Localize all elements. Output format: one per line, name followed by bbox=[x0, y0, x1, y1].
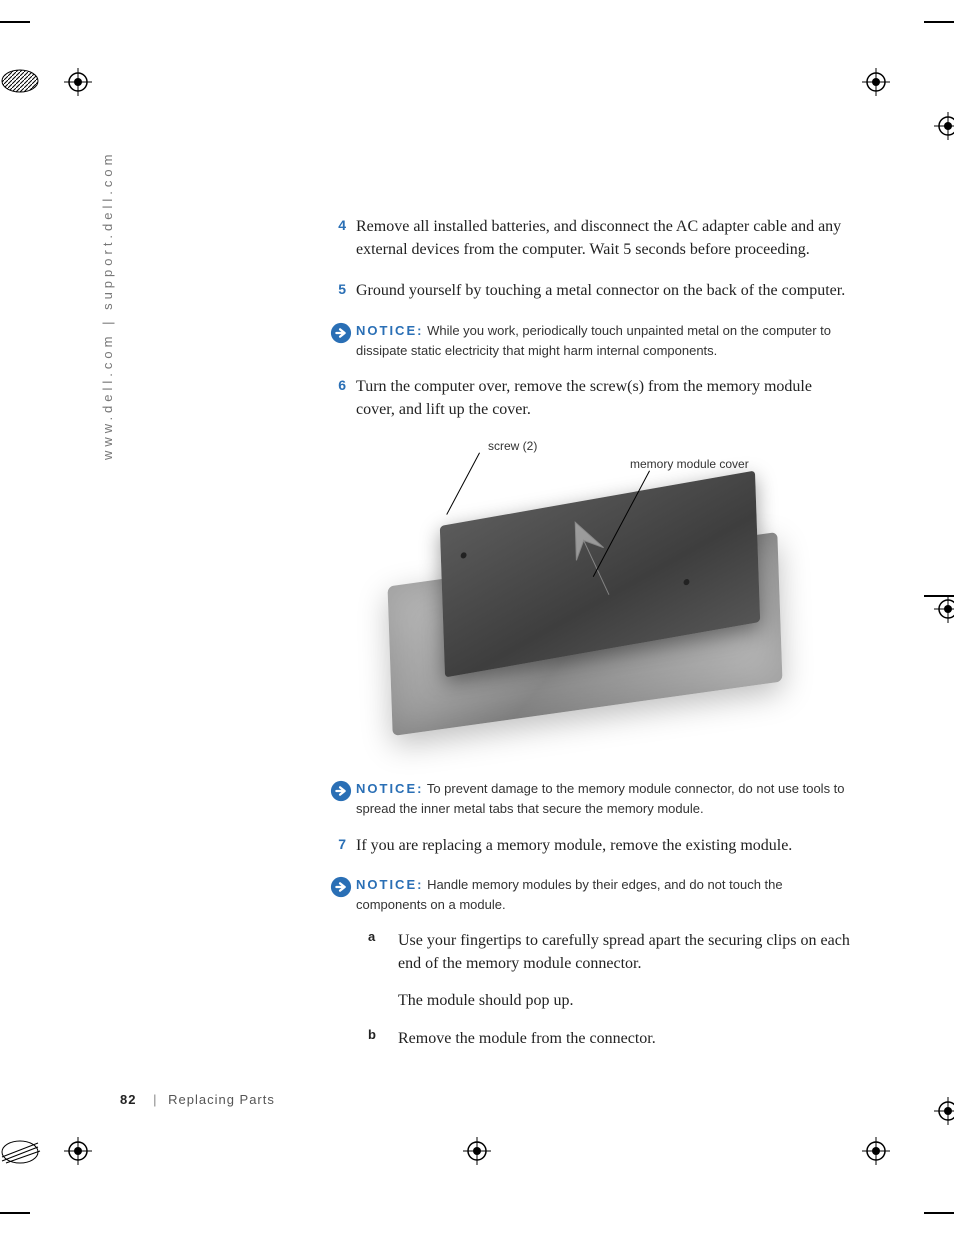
substep-b: b Remove the module from the connector. bbox=[368, 1027, 850, 1050]
figure-label-cover: memory module cover bbox=[630, 457, 749, 471]
step-7: 7 If you are replacing a memory module, … bbox=[330, 834, 850, 857]
figure-memory-cover: screw (2) memory module cover bbox=[330, 439, 850, 759]
substep-text-main: Use your fingertips to carefully spread … bbox=[398, 932, 850, 972]
substep-text: Use your fingertips to carefully spread … bbox=[398, 929, 850, 1013]
notice-arrow-icon bbox=[330, 779, 356, 819]
notice-3: NOTICE: Handle memory modules by their e… bbox=[330, 875, 850, 915]
footer-separator: | bbox=[153, 1092, 157, 1107]
substep-a: a Use your fingertips to carefully sprea… bbox=[368, 929, 850, 1013]
registration-mark-icon bbox=[64, 68, 92, 96]
registration-mark-icon bbox=[934, 1097, 954, 1125]
notice-label: NOTICE: bbox=[356, 781, 423, 796]
notice-body: NOTICE: Handle memory modules by their e… bbox=[356, 875, 850, 915]
notice-text: To prevent damage to the memory module c… bbox=[356, 781, 845, 816]
registration-mark-icon bbox=[64, 1137, 92, 1165]
substep-letter: b bbox=[368, 1027, 398, 1050]
figure-label-screw: screw (2) bbox=[488, 439, 537, 453]
crop-mark bbox=[0, 21, 30, 23]
figure-screw-dot bbox=[683, 579, 689, 586]
registration-mark-icon bbox=[0, 1139, 44, 1165]
step-text: Ground yourself by touching a metal conn… bbox=[356, 279, 850, 302]
substep-text: Remove the module from the connector. bbox=[398, 1027, 850, 1050]
step-number: 5 bbox=[330, 279, 356, 302]
page-number: 82 bbox=[120, 1092, 136, 1107]
crop-mark bbox=[0, 1212, 30, 1214]
step-number: 7 bbox=[330, 834, 356, 857]
crop-mark bbox=[924, 21, 954, 23]
notice-label: NOTICE: bbox=[356, 877, 423, 892]
notice-body: NOTICE: To prevent damage to the memory … bbox=[356, 779, 850, 819]
registration-mark-icon bbox=[934, 595, 954, 623]
registration-mark-icon bbox=[463, 1137, 491, 1165]
notice-label: NOTICE: bbox=[356, 323, 423, 338]
content-region: 4 Remove all installed batteries, and di… bbox=[330, 215, 850, 1064]
registration-mark-icon bbox=[934, 112, 954, 140]
substep-text-extra: The module should pop up. bbox=[398, 989, 850, 1012]
step-4: 4 Remove all installed batteries, and di… bbox=[330, 215, 850, 261]
step-5: 5 Ground yourself by touching a metal co… bbox=[330, 279, 850, 302]
registration-mark-icon bbox=[0, 68, 44, 94]
substep-letter: a bbox=[368, 929, 398, 1013]
section-title: Replacing Parts bbox=[168, 1092, 275, 1107]
page-footer: 82 | Replacing Parts bbox=[120, 1092, 275, 1107]
step-text: Turn the computer over, remove the screw… bbox=[356, 375, 850, 421]
notice-arrow-icon bbox=[330, 321, 356, 361]
crop-mark bbox=[924, 1212, 954, 1214]
registration-mark-icon bbox=[862, 1137, 890, 1165]
figure-screw-dot bbox=[461, 552, 467, 559]
notice-2: NOTICE: To prevent damage to the memory … bbox=[330, 779, 850, 819]
registration-mark-icon bbox=[862, 68, 890, 96]
step-number: 6 bbox=[330, 375, 356, 421]
notice-1: NOTICE: While you work, periodically tou… bbox=[330, 321, 850, 361]
step-text: Remove all installed batteries, and disc… bbox=[356, 215, 850, 261]
notice-text: While you work, periodically touch unpai… bbox=[356, 323, 831, 358]
notice-arrow-icon bbox=[330, 875, 356, 915]
notice-body: NOTICE: While you work, periodically tou… bbox=[356, 321, 850, 361]
step-6: 6 Turn the computer over, remove the scr… bbox=[330, 375, 850, 421]
step-number: 4 bbox=[330, 215, 356, 261]
document-page: www.dell.com | support.dell.com 4 Remove… bbox=[0, 0, 954, 1235]
side-url-text: www.dell.com | support.dell.com bbox=[100, 151, 115, 460]
step-text: If you are replacing a memory module, re… bbox=[356, 834, 850, 857]
figure-leader-line bbox=[446, 453, 480, 515]
